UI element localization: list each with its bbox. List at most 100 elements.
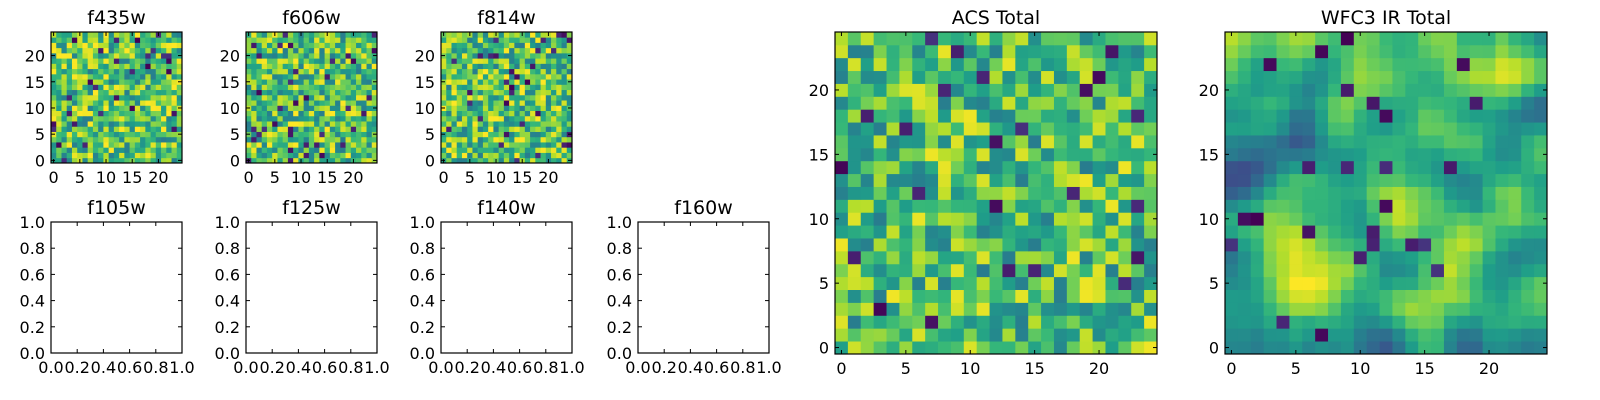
heatmap-cell (119, 58, 125, 64)
heatmap-cell (103, 42, 110, 49)
heatmap-cell (514, 63, 520, 70)
heatmap-cell (314, 126, 320, 132)
heatmap-cell (366, 37, 373, 43)
heatmap-cell (503, 84, 510, 91)
heatmap-cell (1418, 160, 1432, 175)
heatmap-cell (1263, 160, 1277, 175)
heatmap-cell (1443, 328, 1458, 342)
heatmap-cell (1028, 238, 1042, 252)
heatmap-cell (1405, 225, 1419, 239)
heatmap-cell (835, 263, 849, 278)
heatmap-cell (1366, 160, 1380, 175)
heatmap-cell (251, 126, 257, 132)
heatmap-cell (282, 68, 289, 75)
heatmap-cell (1250, 186, 1265, 200)
heatmap-cell (1508, 122, 1522, 136)
heatmap-cell (938, 122, 952, 136)
heatmap-cell (1105, 32, 1119, 46)
heatmap-cell (261, 105, 268, 111)
heatmap-cell (461, 63, 468, 70)
heatmap-cell (1508, 70, 1522, 84)
heatmap-cell (308, 47, 315, 54)
heatmap-cell (119, 152, 125, 159)
heatmap-cell (155, 89, 162, 96)
heatmap-cell (335, 105, 341, 111)
heatmap-cell (140, 131, 146, 138)
heatmap-cell (324, 42, 331, 49)
heatmap-cell (472, 126, 479, 132)
heatmap-cell (340, 52, 346, 59)
heatmap-cell (1002, 341, 1016, 355)
heatmap-cell (446, 131, 452, 138)
heatmap-cell (1118, 263, 1132, 278)
heatmap-cell (551, 47, 557, 54)
heatmap-cell (1053, 83, 1068, 97)
heatmap-cell (482, 84, 489, 91)
heatmap-cell (1456, 160, 1471, 175)
heatmap-cell (1028, 57, 1042, 72)
heatmap-cell (277, 110, 284, 117)
heatmap-cell (61, 58, 68, 64)
heatmap-cell (899, 250, 913, 265)
heatmap-cell (272, 110, 278, 117)
heatmap-cell (835, 83, 849, 97)
heatmap-cell (1105, 276, 1119, 290)
heatmap-cell (1053, 160, 1068, 175)
heatmap-cell (524, 121, 531, 127)
heatmap-cell (1092, 263, 1106, 278)
heatmap-cell (335, 115, 341, 122)
heatmap-cell (519, 42, 526, 49)
heatmap-cell (1092, 276, 1106, 290)
heatmap-cell (1431, 32, 1445, 46)
heatmap-cell (1263, 302, 1277, 316)
heatmap-cell (319, 157, 325, 164)
heatmap-cell (461, 121, 468, 127)
heatmap-cell (938, 70, 952, 84)
heatmap-cell (56, 131, 62, 138)
heatmap-cell (1002, 147, 1016, 162)
heatmap-cell (847, 250, 862, 265)
heatmap-cell (446, 136, 452, 143)
heatmap-cell (1302, 276, 1316, 290)
heatmap-cell (293, 52, 299, 59)
heatmap-cell (488, 126, 494, 132)
heatmap-cell (282, 42, 289, 49)
heatmap-cell (1066, 109, 1081, 123)
heatmap-cell (1289, 238, 1303, 252)
heatmap-cell (103, 73, 110, 80)
heatmap-cell (87, 131, 94, 138)
heatmap-cell (938, 212, 952, 226)
heatmap-cell (1092, 109, 1106, 123)
heatmap-cell (340, 136, 346, 143)
heatmap-cell (899, 32, 913, 46)
heatmap-cell (535, 147, 541, 153)
heatmap-cell (989, 186, 1003, 200)
heatmap-cell (251, 121, 257, 127)
heatmap-cell (171, 105, 178, 111)
y-tick-label: 0.2 (20, 318, 45, 337)
heatmap-cell (335, 79, 341, 85)
heatmap-cell (514, 100, 520, 106)
heatmap-cell (166, 58, 172, 64)
heatmap-cell (303, 58, 310, 64)
heatmap-cell (277, 37, 284, 43)
heatmap-cell (540, 105, 547, 111)
heatmap-cell (847, 289, 862, 303)
heatmap-cell (1443, 57, 1458, 72)
heatmap-cell (535, 131, 541, 138)
heatmap-cell (261, 63, 268, 70)
heatmap-cell (119, 110, 125, 117)
heatmap-cell (519, 121, 526, 127)
heatmap-cell (113, 110, 120, 117)
heatmap-cell (535, 142, 541, 148)
heatmap-cell (1105, 70, 1119, 84)
heatmap-cell (1418, 135, 1432, 149)
heatmap-cell (488, 68, 494, 75)
heatmap-cell (950, 212, 965, 226)
heatmap-cell (1028, 109, 1042, 123)
heatmap-cell (329, 73, 336, 80)
heatmap-cell (1263, 341, 1277, 355)
heatmap-cell (566, 121, 573, 127)
heatmap-cell (350, 152, 357, 159)
heatmap-cell (256, 110, 263, 117)
